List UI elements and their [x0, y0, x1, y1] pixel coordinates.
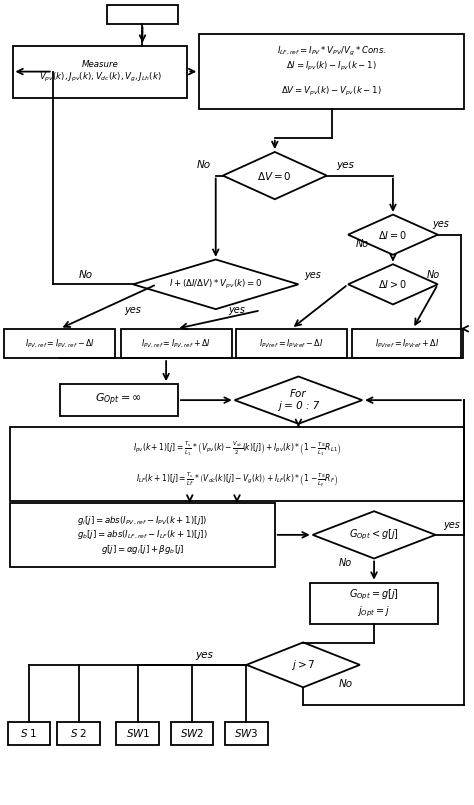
Text: No: No: [427, 270, 440, 280]
Text: $I_{pv}(k+1)[j]=\frac{T_s}{L_1}*\left(V_{pv}(k)-\frac{V_{dc}}{2}(k)[j]\right)+I_: $I_{pv}(k+1)[j]=\frac{T_s}{L_1}*\left(V_…: [133, 440, 341, 489]
Text: yes: yes: [444, 520, 460, 530]
Polygon shape: [348, 264, 438, 304]
Text: yes: yes: [228, 305, 246, 316]
Text: $I+(\Delta I/\Delta V)*V_{pv}(k)=0$: $I+(\Delta I/\Delta V)*V_{pv}(k)=0$: [169, 278, 263, 291]
FancyBboxPatch shape: [236, 328, 347, 358]
Polygon shape: [223, 152, 327, 199]
Polygon shape: [133, 259, 299, 309]
FancyBboxPatch shape: [60, 384, 178, 416]
FancyBboxPatch shape: [352, 328, 463, 358]
FancyBboxPatch shape: [10, 503, 275, 567]
Text: yes: yes: [304, 270, 321, 280]
Text: $g_i[j]=abs(I_{PV,ref}-I_{PV}(k+1)[j])$
$g_b[j]=abs(I_{LF,ref}-I_{LF}(k+1)[j])$
: $g_i[j]=abs(I_{PV,ref}-I_{PV}(k+1)[j])$ …: [77, 514, 208, 556]
FancyBboxPatch shape: [121, 328, 232, 358]
Text: yes: yes: [337, 160, 355, 170]
Text: No: No: [356, 239, 369, 249]
Text: Measure
$V_{pv}(k),J_{pv}(k),V_{dc}(k),V_g,J_{Lh}(k)$: Measure $V_{pv}(k),J_{pv}(k),V_{dc}(k),V…: [38, 60, 161, 84]
Polygon shape: [235, 377, 362, 423]
Text: yes: yes: [125, 305, 141, 316]
FancyBboxPatch shape: [107, 6, 178, 24]
Text: $G_{Opt}<g[j]$: $G_{Opt}<g[j]$: [349, 527, 399, 542]
Text: No: No: [338, 679, 353, 689]
Text: No: No: [197, 160, 211, 170]
Polygon shape: [313, 511, 436, 559]
Text: $G_{Opt}=\infty$: $G_{Opt}=\infty$: [95, 392, 142, 408]
Text: For
j = 0 : 7: For j = 0 : 7: [278, 390, 319, 411]
Text: $G_{Opt}=g[j]$
$j_{Opt}=j$: $G_{Opt}=g[j]$ $j_{Opt}=j$: [349, 588, 399, 619]
FancyBboxPatch shape: [8, 721, 50, 745]
Text: $SW1$: $SW1$: [126, 728, 150, 740]
FancyBboxPatch shape: [10, 427, 464, 501]
Polygon shape: [348, 215, 438, 254]
Text: $I_{PV,ref}=I_{PV,ref}-\Delta I$: $I_{PV,ref}=I_{PV,ref}-\Delta I$: [25, 337, 95, 349]
Text: No: No: [79, 270, 93, 280]
Text: $S\ 2$: $S\ 2$: [70, 728, 87, 740]
Text: $\Delta I>0$: $\Delta I>0$: [378, 279, 408, 291]
Polygon shape: [246, 642, 360, 687]
Text: No: No: [339, 558, 352, 568]
FancyBboxPatch shape: [310, 583, 438, 624]
FancyBboxPatch shape: [12, 46, 187, 97]
Text: $\Delta I=0$: $\Delta I=0$: [378, 229, 408, 241]
Text: $SW3$: $SW3$: [234, 728, 259, 740]
FancyBboxPatch shape: [199, 34, 464, 109]
Text: yes: yes: [195, 650, 213, 660]
Text: $I_{PVref}=I_{PVref}+\Delta I$: $I_{PVref}=I_{PVref}+\Delta I$: [375, 337, 439, 349]
Text: $I_{PV,ref}=I_{PV,ref}+\Delta I$: $I_{PV,ref}=I_{PV,ref}+\Delta I$: [141, 337, 211, 349]
Text: yes: yes: [432, 219, 449, 229]
FancyBboxPatch shape: [4, 328, 115, 358]
FancyBboxPatch shape: [225, 721, 268, 745]
FancyBboxPatch shape: [171, 721, 213, 745]
Text: $SW2$: $SW2$: [180, 728, 204, 740]
Text: $I_{LF,ref} = I_{PV}*V_{PV}/V_g*Cons.$
$\Delta I=I_{pv}(k)-I_{pv}(k-1)$

$\Delta: $I_{LF,ref} = I_{PV}*V_{PV}/V_g*Cons.$ $…: [277, 45, 386, 98]
Text: $S\ 1$: $S\ 1$: [20, 728, 38, 740]
Text: $\Delta V=0$: $\Delta V=0$: [257, 170, 292, 182]
Text: $j>7$: $j>7$: [291, 658, 315, 672]
FancyBboxPatch shape: [117, 721, 159, 745]
FancyBboxPatch shape: [57, 721, 100, 745]
Text: $I_{PVref}=I_{PVref}-\Delta I$: $I_{PVref}=I_{PVref}-\Delta I$: [259, 337, 324, 349]
